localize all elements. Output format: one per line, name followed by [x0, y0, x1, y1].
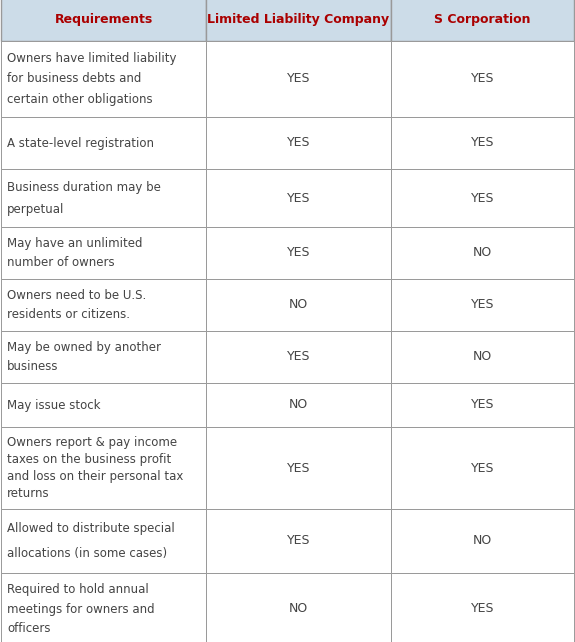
- Text: YES: YES: [471, 137, 494, 150]
- Text: Requirements: Requirements: [55, 12, 152, 26]
- Text: YES: YES: [471, 299, 494, 311]
- Bar: [391, 169, 574, 227]
- Bar: [206, 427, 391, 509]
- Text: number of owners: number of owners: [7, 256, 114, 269]
- Bar: [1, 427, 206, 509]
- Text: YES: YES: [287, 247, 311, 259]
- Text: S Corporation: S Corporation: [434, 12, 531, 26]
- Text: Limited Liability Company: Limited Liability Company: [208, 12, 390, 26]
- Bar: [1, 383, 206, 427]
- Bar: [206, 573, 391, 642]
- Bar: [391, 117, 574, 169]
- Bar: [1, 41, 206, 117]
- Bar: [1, 0, 206, 41]
- Text: YES: YES: [287, 351, 311, 363]
- Text: YES: YES: [471, 399, 494, 412]
- Text: NO: NO: [473, 535, 492, 548]
- Text: Owners need to be U.S.: Owners need to be U.S.: [7, 289, 146, 302]
- Text: perpetual: perpetual: [7, 202, 64, 216]
- Text: for business debts and: for business debts and: [7, 73, 141, 85]
- Text: May have an unlimited: May have an unlimited: [7, 237, 143, 250]
- Text: NO: NO: [473, 351, 492, 363]
- Text: YES: YES: [287, 73, 311, 85]
- Bar: [206, 331, 391, 383]
- Bar: [391, 331, 574, 383]
- Text: NO: NO: [473, 247, 492, 259]
- Bar: [1, 169, 206, 227]
- Bar: [206, 279, 391, 331]
- Text: Required to hold annual: Required to hold annual: [7, 583, 149, 596]
- Bar: [1, 331, 206, 383]
- Bar: [1, 279, 206, 331]
- Bar: [206, 227, 391, 279]
- Bar: [391, 509, 574, 573]
- Bar: [391, 383, 574, 427]
- Text: YES: YES: [287, 191, 311, 205]
- Bar: [391, 227, 574, 279]
- Bar: [206, 509, 391, 573]
- Text: NO: NO: [289, 299, 308, 311]
- Bar: [206, 169, 391, 227]
- Text: residents or citizens.: residents or citizens.: [7, 308, 130, 321]
- Bar: [206, 383, 391, 427]
- Text: YES: YES: [471, 191, 494, 205]
- Text: YES: YES: [287, 137, 311, 150]
- Text: A state-level registration: A state-level registration: [7, 137, 154, 150]
- Text: meetings for owners and: meetings for owners and: [7, 602, 155, 616]
- Text: certain other obligations: certain other obligations: [7, 93, 152, 106]
- Text: YES: YES: [471, 73, 494, 85]
- Text: May be owned by another: May be owned by another: [7, 341, 161, 354]
- Text: Allowed to distribute special: Allowed to distribute special: [7, 522, 175, 535]
- Text: NO: NO: [289, 399, 308, 412]
- Bar: [1, 227, 206, 279]
- Bar: [206, 41, 391, 117]
- Text: and loss on their personal tax: and loss on their personal tax: [7, 470, 183, 483]
- Bar: [391, 573, 574, 642]
- Text: Business duration may be: Business duration may be: [7, 180, 161, 193]
- Bar: [206, 0, 391, 41]
- Text: officers: officers: [7, 622, 51, 635]
- Bar: [391, 41, 574, 117]
- Text: business: business: [7, 360, 59, 373]
- Bar: [391, 427, 574, 509]
- Text: YES: YES: [287, 462, 311, 474]
- Bar: [391, 0, 574, 41]
- Bar: [391, 279, 574, 331]
- Bar: [206, 117, 391, 169]
- Text: Owners report & pay income: Owners report & pay income: [7, 436, 177, 449]
- Bar: [1, 509, 206, 573]
- Bar: [1, 573, 206, 642]
- Text: taxes on the business profit: taxes on the business profit: [7, 453, 171, 466]
- Text: May issue stock: May issue stock: [7, 399, 101, 412]
- Text: YES: YES: [471, 462, 494, 474]
- Text: Owners have limited liability: Owners have limited liability: [7, 52, 177, 65]
- Text: NO: NO: [289, 602, 308, 616]
- Text: YES: YES: [287, 535, 311, 548]
- Text: returns: returns: [7, 487, 49, 500]
- Text: allocations (in some cases): allocations (in some cases): [7, 547, 167, 560]
- Text: YES: YES: [471, 602, 494, 616]
- Bar: [1, 117, 206, 169]
